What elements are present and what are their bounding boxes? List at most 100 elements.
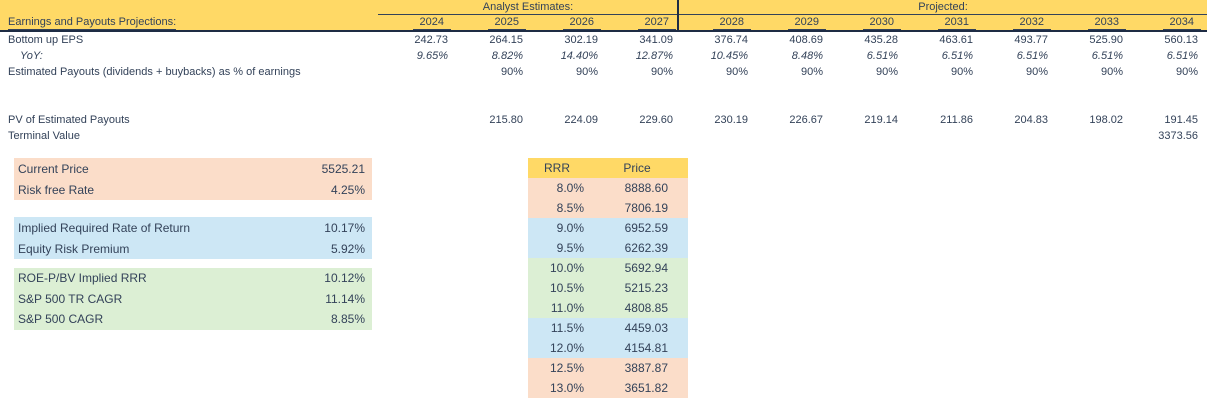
cell-payout[interactable]: 90% <box>1175 66 1198 78</box>
summary-value[interactable]: 5.92% <box>330 241 365 256</box>
summary-label[interactable]: Current Price <box>18 161 89 176</box>
price-cell[interactable]: 4808.85 <box>624 301 668 315</box>
summary-value[interactable]: 10.12% <box>324 271 365 286</box>
price-column-header[interactable]: Price <box>623 161 651 175</box>
rrr-cell[interactable]: 11.5% <box>550 321 584 335</box>
projected-group-header[interactable]: Projected: <box>679 0 1207 15</box>
row-label-terminal[interactable]: Terminal Value <box>8 130 80 142</box>
cell-pv[interactable]: 230.19 <box>714 114 748 126</box>
rrr-cell[interactable]: 9.5% <box>556 241 584 255</box>
price-cell[interactable]: 4459.03 <box>624 321 668 335</box>
row-label-pv[interactable]: PV of Estimated Payouts <box>8 114 130 126</box>
cell-eps[interactable]: 493.77 <box>1014 34 1048 46</box>
summary-value[interactable]: 8.85% <box>330 312 365 327</box>
cell-terminal[interactable]: 3373.56 <box>1158 130 1198 142</box>
row-label-payout[interactable]: Estimated Payouts (dividends + buybacks)… <box>8 66 301 78</box>
cell-payout[interactable]: 90% <box>1100 66 1123 78</box>
rrr-cell[interactable]: 8.0% <box>556 181 584 195</box>
rrr-column-header[interactable]: RRR <box>544 161 570 175</box>
cell-eps[interactable]: 435.28 <box>864 34 898 46</box>
cell-eps[interactable]: 376.74 <box>714 34 748 46</box>
cell-yoy[interactable]: 6.51% <box>1091 50 1123 62</box>
cell-pv[interactable]: 229.60 <box>639 114 673 126</box>
year-header-cell[interactable]: 2034 <box>1128 15 1203 30</box>
rrr-cell[interactable]: 11.0% <box>550 301 584 315</box>
rrr-cell[interactable]: 10.0% <box>549 261 584 275</box>
cell-yoy[interactable]: 6.51% <box>941 50 973 62</box>
summary-label[interactable]: Implied Required Rate of Return <box>18 220 191 235</box>
cell-eps[interactable]: 408.69 <box>789 34 823 46</box>
cell-payout[interactable]: 90% <box>650 66 673 78</box>
summary-label[interactable]: S&P 500 CAGR <box>18 312 104 327</box>
cell-yoy[interactable]: 6.51% <box>866 50 898 62</box>
cell-payout[interactable]: 90% <box>500 66 523 78</box>
year-header-cell[interactable]: 2024 <box>378 15 453 30</box>
year-header-cell[interactable]: 2029 <box>753 15 828 30</box>
price-cell[interactable]: 6952.59 <box>624 221 668 235</box>
summary-value[interactable]: 11.14% <box>325 291 365 306</box>
summary-value[interactable]: 4.25% <box>330 182 365 197</box>
cell-eps[interactable]: 463.61 <box>939 34 973 46</box>
cell-eps[interactable]: 560.13 <box>1164 34 1198 46</box>
cell-payout[interactable]: 90% <box>875 66 898 78</box>
cell-yoy[interactable]: 14.40% <box>560 50 598 62</box>
year-header-cell[interactable]: 2025 <box>453 15 528 30</box>
cell-pv[interactable]: 215.80 <box>489 114 523 126</box>
price-cell[interactable]: 5692.94 <box>624 261 668 275</box>
price-cell[interactable]: 3651.82 <box>624 381 668 395</box>
cell-pv[interactable]: 219.14 <box>864 114 898 126</box>
cell-pv[interactable]: 204.83 <box>1014 114 1048 126</box>
cell-payout[interactable]: 90% <box>950 66 973 78</box>
summary-label[interactable]: Risk free Rate <box>18 182 95 197</box>
price-cell[interactable]: 5215.23 <box>624 281 668 295</box>
rrr-cell[interactable]: 13.0% <box>549 381 584 395</box>
year-header-cell[interactable]: 2028 <box>678 15 753 30</box>
cell-pv[interactable]: 211.86 <box>940 114 973 126</box>
price-cell[interactable]: 7806.19 <box>624 201 668 215</box>
row-label-eps[interactable]: Bottom up EPS <box>8 34 84 46</box>
cell-yoy[interactable]: 12.87% <box>635 50 673 62</box>
cell-eps[interactable]: 302.19 <box>564 34 598 46</box>
rrr-cell[interactable]: 8.5% <box>556 201 584 215</box>
row-label-yoy[interactable]: YoY: <box>20 50 43 62</box>
year-header-cell[interactable]: 2026 <box>528 15 603 30</box>
cell-yoy[interactable]: 10.45% <box>710 50 748 62</box>
summary-label[interactable]: ROE-P/BV Implied RRR <box>18 271 147 286</box>
year-header-cell[interactable]: 2031 <box>903 15 978 30</box>
cell-yoy[interactable]: 9.65% <box>416 50 448 62</box>
cell-payout[interactable]: 90% <box>575 66 598 78</box>
cell-eps[interactable]: 242.73 <box>414 34 448 46</box>
cell-pv[interactable]: 198.02 <box>1089 114 1123 126</box>
summary-label[interactable]: Equity Risk Premium <box>18 241 130 256</box>
rrr-cell[interactable]: 10.5% <box>549 281 584 295</box>
price-cell[interactable]: 4154.81 <box>624 341 668 355</box>
analyst-estimates-group-header[interactable]: Analyst Estimates: <box>378 0 678 15</box>
summary-value[interactable]: 5525.21 <box>321 161 365 176</box>
rrr-cell[interactable]: 12.0% <box>549 341 584 355</box>
year-header-cell[interactable]: 2030 <box>828 15 903 30</box>
cell-pv[interactable]: 191.45 <box>1164 114 1198 126</box>
cell-eps[interactable]: 264.15 <box>489 34 523 46</box>
cell-yoy[interactable]: 8.82% <box>491 50 523 62</box>
year-header-cell[interactable]: 2033 <box>1053 15 1128 30</box>
cell-payout[interactable]: 90% <box>725 66 748 78</box>
cell-yoy[interactable]: 6.51% <box>1166 50 1198 62</box>
rrr-cell[interactable]: 12.5% <box>549 361 584 375</box>
cell-yoy[interactable]: 6.51% <box>1016 50 1048 62</box>
rrr-cell[interactable]: 9.0% <box>556 221 584 235</box>
price-cell[interactable]: 8888.60 <box>624 181 668 195</box>
cell-payout[interactable]: 90% <box>1025 66 1048 78</box>
year-header-cell[interactable]: 2027 <box>603 15 678 30</box>
summary-value[interactable]: 10.17% <box>324 220 365 235</box>
summary-label[interactable]: S&P 500 TR CAGR <box>18 291 123 306</box>
price-cell[interactable]: 3887.87 <box>624 361 668 375</box>
cell-pv[interactable]: 224.09 <box>564 114 598 126</box>
year-header-cell[interactable]: 2032 <box>978 15 1053 30</box>
cell-eps[interactable]: 341.09 <box>639 34 673 46</box>
cell-eps[interactable]: 525.90 <box>1089 34 1123 46</box>
cell-payout[interactable]: 90% <box>800 66 823 78</box>
price-cell[interactable]: 6262.39 <box>624 241 668 255</box>
sheet-title-cell[interactable]: Earnings and Payouts Projections: <box>8 15 177 30</box>
cell-yoy[interactable]: 8.48% <box>791 50 823 62</box>
cell-pv[interactable]: 226.67 <box>789 114 823 126</box>
